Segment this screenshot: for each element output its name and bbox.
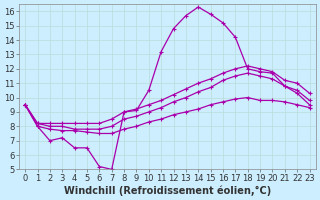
X-axis label: Windchill (Refroidissement éolien,°C): Windchill (Refroidissement éolien,°C) bbox=[64, 185, 271, 196]
